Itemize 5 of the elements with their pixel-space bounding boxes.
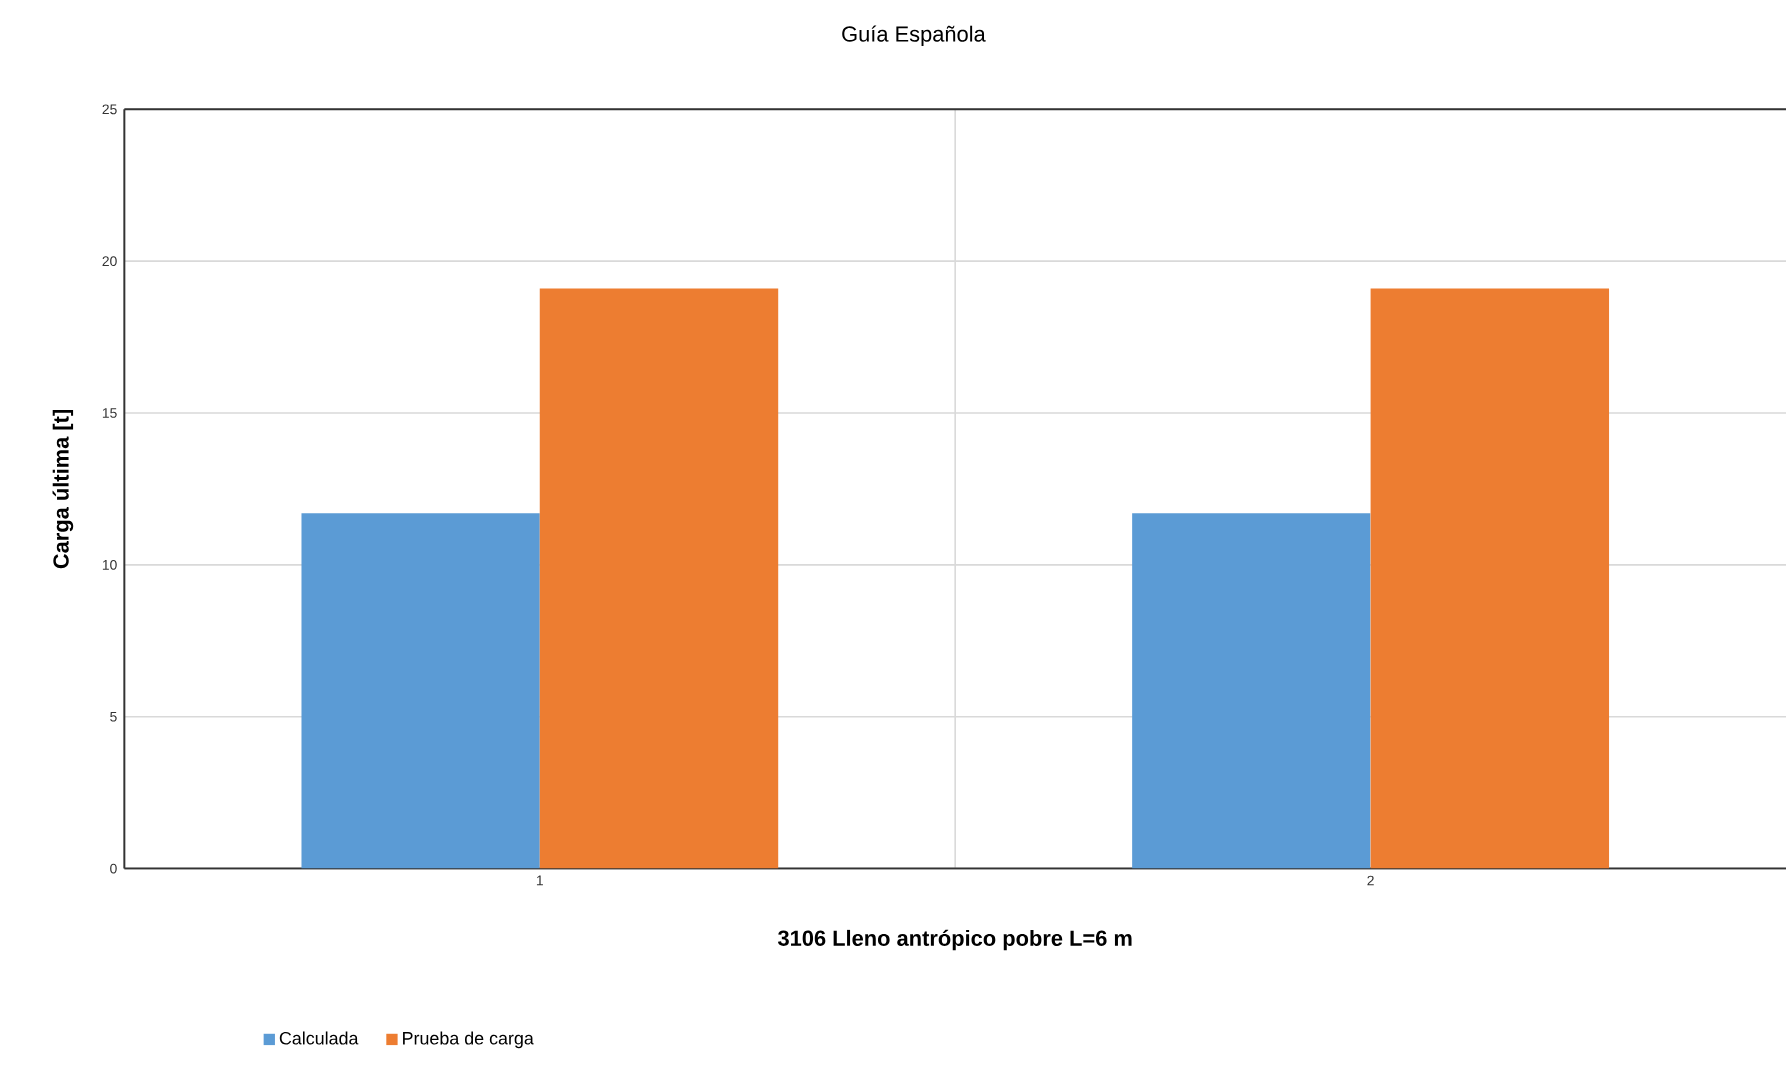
x-axis-title: 3106 Lleno antrópico pobre L=6 m — [777, 930, 1132, 951]
legend-label: Prueba de carga — [403, 1031, 534, 1049]
y-axis-title: Carga última [t] — [52, 410, 74, 569]
legend-label: Calculada — [279, 1031, 359, 1045]
chart-title: Guía Española — [842, 25, 986, 47]
